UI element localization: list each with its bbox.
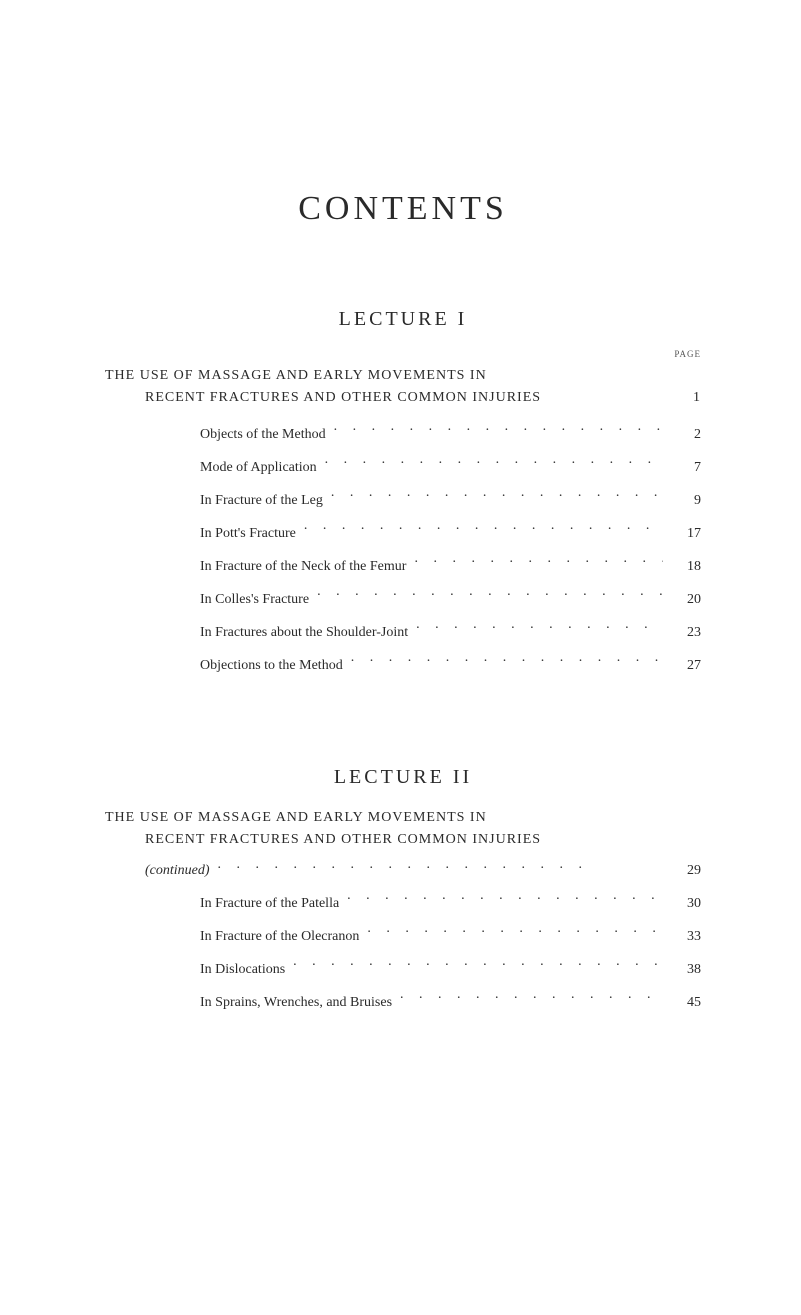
toc-label: In Fracture of the Olecranon: [200, 926, 359, 947]
dots-leader: [351, 655, 663, 669]
dots-leader: [317, 589, 663, 603]
dots-leader: [347, 893, 663, 907]
toc-item: In Dislocations 38: [200, 959, 701, 980]
lecture-2-heading: LECTURE II: [105, 766, 701, 789]
toc-page: 2: [671, 424, 701, 445]
dots-leader: [293, 959, 663, 973]
toc-item: In Fracture of the Patella 30: [200, 893, 701, 914]
toc-label: In Colles's Fracture: [200, 589, 309, 610]
toc-label: In Sprains, Wrenches, and Bruises: [200, 992, 392, 1013]
dots-leader: [331, 490, 663, 504]
section-title-line1: THE USE OF MASSAGE AND EARLY MOVEMENTS I…: [105, 365, 701, 387]
toc-label: In Fractures about the Shoulder-Joint: [200, 622, 408, 643]
toc-label: Mode of Application: [200, 457, 317, 478]
toc-item: In Pott's Fracture 17: [200, 523, 701, 544]
toc-item: In Sprains, Wrenches, and Bruises 45: [200, 992, 701, 1013]
toc-page: 7: [671, 457, 701, 478]
toc-page: 33: [671, 926, 701, 947]
toc-page: 27: [671, 655, 701, 676]
dots-leader: [325, 457, 663, 471]
section-title-line2-text: RECENT FRACTURES AND OTHER COMMON INJURI…: [105, 829, 701, 851]
lecture-2-block: LECTURE II THE USE OF MASSAGE AND EARLY …: [105, 766, 701, 1013]
page-label: PAGE: [105, 349, 701, 359]
lecture-2-section-title: THE USE OF MASSAGE AND EARLY MOVEMENTS I…: [105, 807, 701, 852]
toc-item: In Fracture of the Olecranon 33: [200, 926, 701, 947]
dots-leader: [367, 926, 663, 940]
continued-line: (continued) 29: [105, 860, 701, 879]
toc-page: 30: [671, 893, 701, 914]
dots-leader: [334, 424, 663, 438]
continued-label: (continued): [145, 863, 210, 879]
toc-label: In Fracture of the Leg: [200, 490, 323, 511]
toc-item: In Colles's Fracture 20: [200, 589, 701, 610]
toc-item: In Fractures about the Shoulder-Joint 23: [200, 622, 701, 643]
toc-page: 18: [671, 556, 701, 577]
section-title-line1: THE USE OF MASSAGE AND EARLY MOVEMENTS I…: [105, 807, 701, 829]
toc-item: In Fracture of the Leg 9: [200, 490, 701, 511]
lecture-1-heading: LECTURE I: [105, 308, 701, 331]
toc-label: Objections to the Method: [200, 655, 343, 676]
toc-label: In Dislocations: [200, 959, 285, 980]
section-title-line2-text: RECENT FRACTURES AND OTHER COMMON INJURI…: [145, 387, 541, 409]
toc-page: 17: [671, 523, 701, 544]
dots-leader: [218, 860, 663, 874]
toc-item: Objections to the Method 27: [200, 655, 701, 676]
dots-leader: [400, 992, 663, 1006]
lecture-2-toc-list: In Fracture of the Patella 30 In Fractur…: [105, 893, 701, 1013]
toc-item: In Fracture of the Neck of the Femur 18: [200, 556, 701, 577]
toc-page: 45: [671, 992, 701, 1013]
toc-label: In Pott's Fracture: [200, 523, 296, 544]
dots-leader: [414, 556, 663, 570]
toc-label: In Fracture of the Neck of the Femur: [200, 556, 406, 577]
continued-page: 29: [671, 863, 701, 879]
section-title-line2: RECENT FRACTURES AND OTHER COMMON INJURI…: [105, 387, 701, 409]
lecture-1-section-title: THE USE OF MASSAGE AND EARLY MOVEMENTS I…: [105, 365, 701, 410]
toc-page: 23: [671, 622, 701, 643]
toc-page: 20: [671, 589, 701, 610]
lecture-1-toc-list: Objects of the Method 2 Mode of Applicat…: [105, 424, 701, 676]
contents-title: CONTENTS: [105, 190, 701, 228]
toc-item: Mode of Application 7: [200, 457, 701, 478]
toc-page: 9: [671, 490, 701, 511]
toc-label: In Fracture of the Patella: [200, 893, 339, 914]
toc-label: Objects of the Method: [200, 424, 326, 445]
section-page: 1: [671, 387, 701, 409]
lecture-1-block: LECTURE I PAGE THE USE OF MASSAGE AND EA…: [105, 308, 701, 676]
dots-leader: [416, 622, 663, 636]
toc-page: 38: [671, 959, 701, 980]
dots-leader: [304, 523, 663, 537]
toc-item: Objects of the Method 2: [200, 424, 701, 445]
